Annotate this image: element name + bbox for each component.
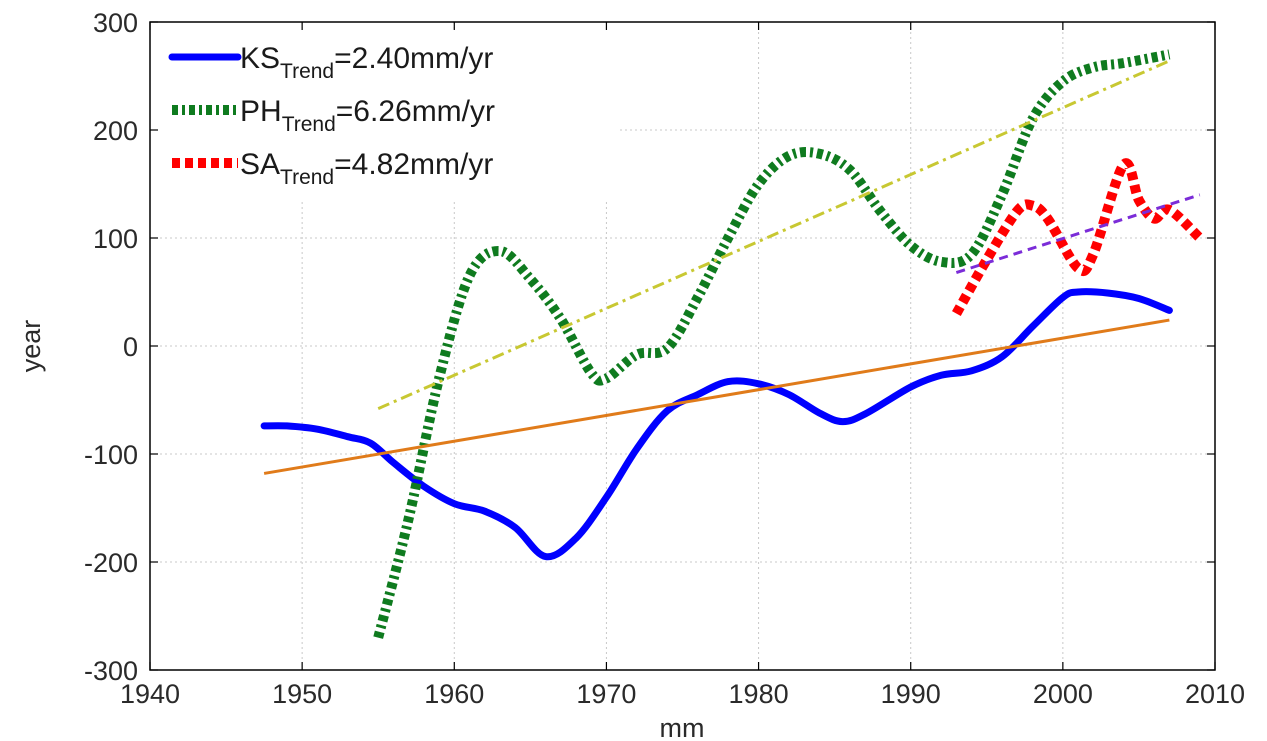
x-tick-label: 1960: [424, 679, 484, 709]
series-line-ks: [260, 288, 1173, 561]
legend-label-ks: KSTrend=2.40mm/yr: [240, 42, 493, 83]
legend-label-ph: PHTrend=6.26mm/yr: [240, 95, 495, 136]
grid: [150, 22, 1215, 670]
trend-line-ph: [377, 59, 1170, 411]
y-tick-label: -200: [84, 548, 138, 578]
series-layer: [260, 49, 1204, 639]
x-tick-label: 1970: [576, 679, 636, 709]
legend-subscript: Trend: [280, 166, 334, 189]
x-tick-label: 1980: [729, 679, 789, 709]
x-tick-label: 2000: [1033, 679, 1093, 709]
y-tick-label: 200: [93, 116, 138, 146]
y-axis-label: year: [16, 320, 46, 373]
x-tick-label: 2010: [1185, 679, 1245, 709]
legend-series-name: SA: [240, 148, 280, 181]
y-tick-label: 0: [123, 332, 138, 362]
legend-label-sa: SATrend=4.82mm/yr: [240, 148, 493, 189]
legend-series-name: KS: [240, 42, 280, 75]
trend-line-sa: [955, 193, 1201, 274]
x-tick-label: 1950: [272, 679, 332, 709]
y-tick-label: 100: [93, 224, 138, 254]
x-tick-label: 1990: [881, 679, 941, 709]
legend-subscript: Trend: [280, 60, 334, 83]
y-tick-label: 300: [93, 8, 138, 38]
x-axis-label: mm: [660, 713, 705, 741]
tick-labels: 1940 1950 1960 1970 1980 1990 2000 2010-300-200…: [84, 8, 1245, 709]
legend-trend-value: =4.82mm/yr: [334, 148, 493, 181]
y-tick-label: -100: [84, 440, 138, 470]
legend: KSTrend=2.40mm/yrPHTrend=6.26mm/yrSATren…: [158, 30, 618, 200]
y-tick-label: -300: [84, 656, 138, 686]
series-line-sa: [952, 158, 1204, 317]
trend-line-ks: [263, 318, 1170, 475]
legend-subscript: Trend: [282, 113, 336, 136]
x-tick-label: 1940: [120, 679, 180, 709]
legend-trend-value: =2.40mm/yr: [334, 42, 493, 75]
legend-series-name: PH: [240, 95, 282, 128]
legend-trend-value: =6.26mm/yr: [336, 95, 495, 128]
